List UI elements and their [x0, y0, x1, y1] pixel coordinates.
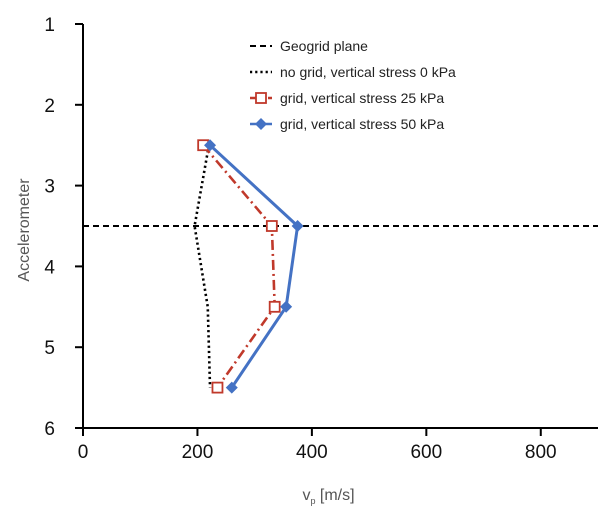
x-axis-title-main: v: [302, 487, 310, 504]
y-tick-label: 1: [44, 15, 55, 36]
x-axis-title-unit: [m/s]: [315, 487, 354, 504]
legend-label: grid, vertical stress 50 kPa: [280, 116, 444, 132]
series-2: [197, 139, 281, 394]
data-point: [265, 220, 278, 232]
axes: [82, 24, 598, 429]
y-axis-title: Accelerometer: [16, 178, 33, 282]
y-tick-label: 2: [44, 96, 55, 117]
x-axis-title: vp [m/s]: [302, 487, 354, 506]
legend-label: Geogrid plane: [280, 38, 368, 54]
series-line: [193, 144, 212, 388]
legend-marker: [255, 118, 267, 130]
y-tick-label: 5: [44, 338, 55, 359]
series-1: [193, 144, 212, 388]
ticks: 1 2 3 4 5 6 0 200 400 600 800: [44, 15, 556, 463]
data-point: [280, 300, 293, 313]
y-tick-label: 3: [44, 177, 55, 198]
legend-label: no grid, vertical stress 0 kPa: [280, 64, 456, 80]
x-tick-label: 0: [78, 442, 89, 463]
series-line: [202, 144, 277, 389]
series-line: [209, 144, 300, 389]
x-axis-title-subscript: p: [310, 496, 315, 506]
y-tick-label: 6: [44, 419, 55, 440]
x-tick-label: 600: [410, 442, 442, 463]
data-point: [225, 381, 238, 394]
y-tick-label: 4: [44, 257, 55, 278]
legend-label: grid, vertical stress 25 kPa: [280, 90, 444, 106]
data-point: [268, 300, 281, 313]
series-3: [204, 139, 304, 394]
data-point: [204, 139, 217, 152]
series-layer: [83, 139, 598, 394]
legend-marker: [255, 92, 267, 104]
x-tick-label: 800: [525, 442, 557, 463]
legend: Geogrid plane no grid, vertical stress 0 …: [250, 38, 456, 132]
x-tick-label: 400: [296, 442, 328, 463]
data-point: [211, 381, 224, 394]
x-tick-label: 200: [182, 442, 214, 463]
data-point: [291, 220, 304, 232]
